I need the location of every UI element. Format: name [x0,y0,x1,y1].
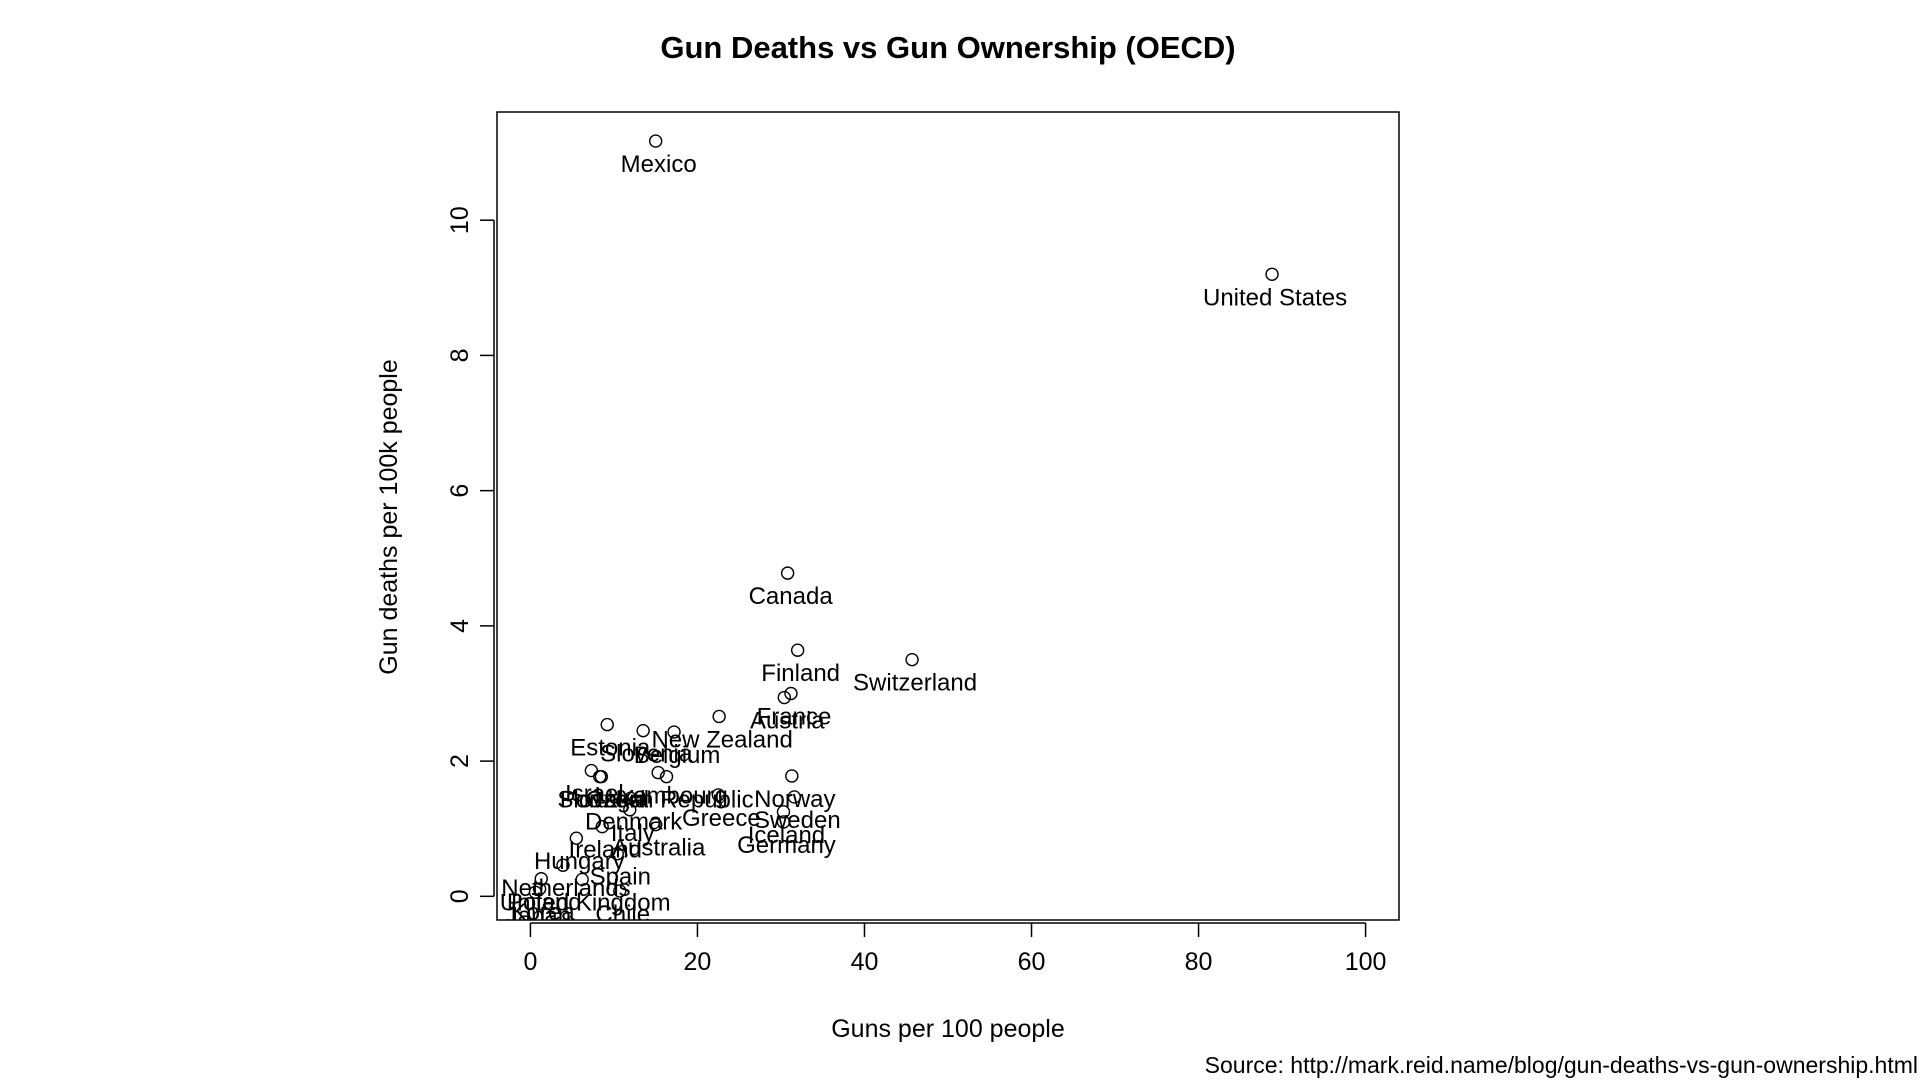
data-point [569,831,584,845]
point-label: Czech Republic [585,787,753,814]
point-label: New Zealand [651,726,792,753]
point-label: Germany [737,832,836,859]
data-point [667,725,681,739]
data-point [780,566,795,580]
data-point [613,884,627,898]
point-label: Sweden [754,807,841,834]
data-point [776,805,791,819]
data-point [623,803,637,817]
data-point [776,815,791,829]
data-point [648,134,663,148]
point-label: Portugal [560,787,649,814]
x-tick-label: 60 [1018,948,1046,976]
point-label: Slovakia [557,787,648,814]
point-label: Canada [749,583,834,610]
data-point [712,709,726,724]
point-label: Japan [506,902,571,929]
point-label: Estonia [570,735,651,762]
point-label: Luxembourg [594,783,727,810]
data-point [575,872,589,887]
source-caption: Source: http://mark.reid.name/blog/gun-d… [1205,1052,1918,1078]
x-axis-label: Guns per 100 people [831,1015,1065,1043]
points-layer: Mexico United States Canada Finland Switzerl… [500,134,1347,929]
point-label: Mexico [621,151,697,178]
point-label: Chile [595,901,650,928]
y-axis-label: Gun deaths per 100k people [375,359,403,675]
chart-title: Gun Deaths vs Gun Ownership (OECD) [660,30,1235,65]
x-axis: 0 20 40 60 80 100 [523,922,1387,976]
data-point [556,858,570,872]
data-point [534,872,548,886]
point-label: United States [1203,284,1347,311]
data-point [532,882,547,896]
data-point [594,769,609,784]
data-point [528,885,543,899]
data-point [651,765,665,780]
data-point [711,788,726,802]
data-point [659,769,674,784]
data-point [600,717,614,732]
point-label: Korea [511,899,576,926]
point-label: Slovenia [600,741,693,768]
data-point [790,643,805,657]
x-tick-label: 0 [523,948,537,976]
y-tick-label: 4 [446,619,474,633]
point-label: Belgium [634,742,721,769]
point-label: Australia [612,835,706,862]
point-label: Iceland [748,822,825,849]
y-tick-label: 2 [446,754,474,768]
data-point [595,819,609,834]
point-label: Netherlands [501,875,630,902]
point-label: United Kingdom [500,889,671,916]
point-label: Greece [682,805,761,832]
y-tick-label: 10 [446,206,474,234]
point-label: Switzerland [853,670,977,697]
y-tick-label: 8 [446,348,474,362]
x-tick-label: 40 [851,948,879,976]
data-point [1265,267,1279,281]
y-tick-label: 6 [446,484,474,498]
point-label: Spain [590,864,651,891]
point-label: Israel [565,781,624,808]
data-point [785,769,799,783]
point-label: Hungary [534,848,625,875]
data-point [610,847,624,861]
y-tick-label: 0 [446,889,474,903]
point-label: Austria [750,708,825,735]
y-axis: 0 2 4 6 8 10 [446,206,495,903]
x-tick-label: 80 [1185,948,1213,976]
data-point [787,790,802,804]
point-label: Denmark [585,808,683,835]
x-tick-label: 100 [1345,948,1387,976]
data-point [636,723,650,738]
point-label: France [757,703,832,730]
plot-area-frame [496,111,1400,921]
data-point [905,652,919,667]
point-label: Finland [761,660,840,687]
point-label: Italy [611,820,655,847]
data-point [777,690,792,705]
data-point [648,817,663,832]
data-point [784,686,798,701]
x-tick-label: 20 [684,948,712,976]
